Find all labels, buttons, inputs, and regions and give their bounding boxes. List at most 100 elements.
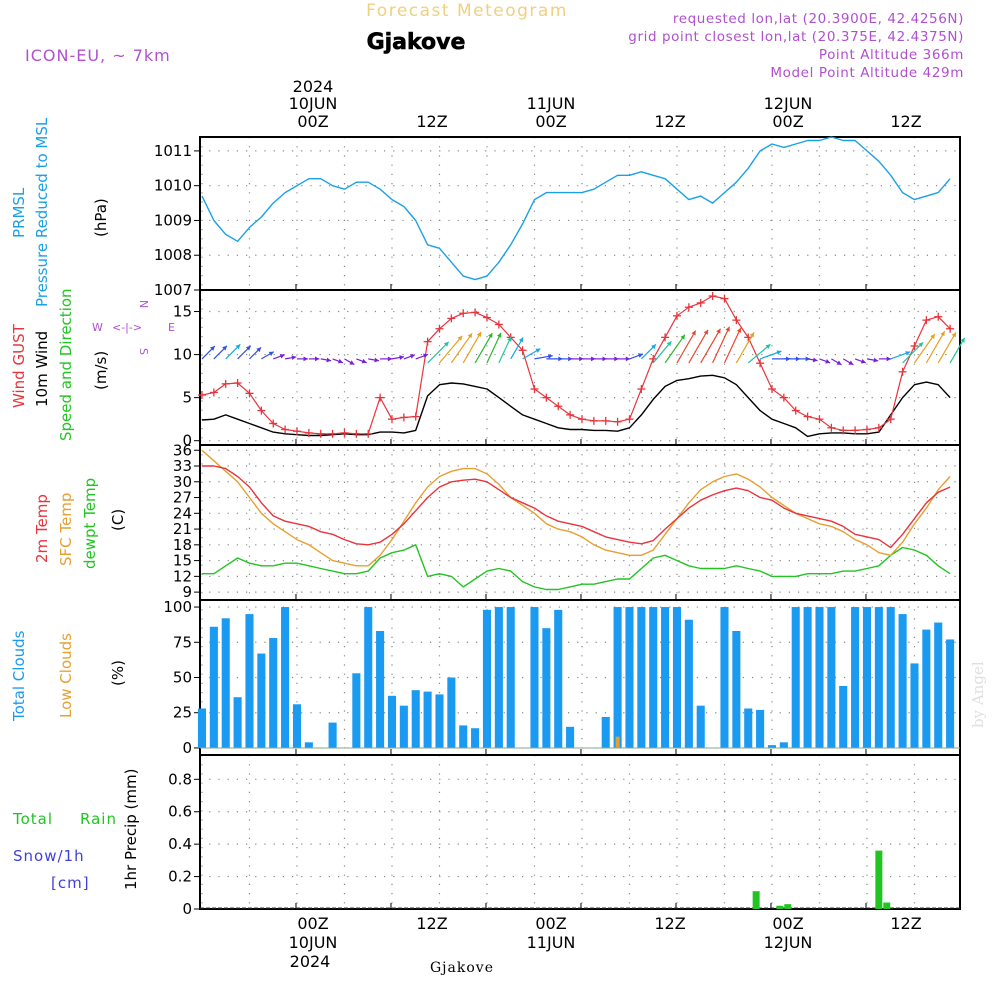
total-cloud-bar (613, 607, 622, 748)
y-tick-label: 33 (173, 457, 192, 475)
wind-arrow (356, 358, 367, 364)
wind-arrow (415, 353, 429, 360)
gust-marker (625, 415, 634, 424)
y-tick-label: 21 (173, 520, 192, 538)
wind-arrow-head (579, 356, 584, 362)
gust-marker (922, 316, 931, 325)
gust-marker (542, 393, 551, 402)
gust-marker (566, 410, 575, 419)
total-clouds-label: Total Clouds (10, 630, 28, 722)
requested-coords: requested lon,lat (20.3900E, 42.4256N) (673, 11, 964, 27)
compass-rose: W E <-|-> N S (92, 300, 175, 355)
precip-total-label: Total (12, 810, 53, 828)
gust-marker (221, 379, 230, 388)
wind-speed-line (201, 374, 951, 438)
wind-arrow (747, 343, 771, 364)
total-cloud-bar (803, 607, 812, 748)
wind-arrow-shaft (462, 331, 482, 364)
gust-marker (518, 346, 527, 355)
wind-arrow-shaft (937, 332, 957, 364)
gust-marker (684, 303, 693, 312)
y-tick-label: 1007 (154, 281, 192, 299)
gust-marker (862, 425, 871, 434)
precip-snow-unit: [cm] (51, 874, 90, 892)
wind-arrow-head (279, 353, 285, 359)
top-year-label: 2024 (293, 77, 334, 96)
wind-arrow-head (476, 331, 482, 337)
total-cloud-bar (744, 708, 753, 748)
wind-arrow-head (848, 360, 854, 365)
total-cloud-bar (566, 726, 575, 748)
wind-arrow (605, 356, 619, 362)
precip-bar (752, 891, 760, 909)
sfc-temp-line (201, 449, 951, 567)
gust-marker (435, 324, 444, 333)
wind-arrow-head (960, 337, 965, 343)
gust-marker (352, 429, 361, 438)
wind-arrow-head (836, 360, 842, 365)
total-cloud-bar (506, 607, 515, 748)
t2m-line (202, 465, 951, 549)
top-time-axis: 2024 10JUN 11JUN 12JUN 00Z 12Z 00Z 12Z 0… (289, 77, 922, 131)
precip-snow-label: Snow/1h (13, 847, 85, 865)
wind-arrow (296, 356, 308, 362)
bottom-tick-label: 00Z (297, 914, 328, 933)
gust-marker (696, 298, 705, 307)
total-cloud-bar (946, 639, 955, 748)
wind-arrow (570, 356, 584, 362)
gust-marker (791, 406, 800, 415)
total-cloud-bar (352, 673, 361, 748)
temp-unit: (C) (109, 509, 127, 531)
dewpt-label: dewpt Temp (81, 478, 99, 569)
total-cloud-bar (554, 609, 563, 748)
total-cloud-bar (292, 704, 302, 748)
top-tick-label: 12Z (654, 112, 685, 131)
bottom-tick-label: 00Z (535, 914, 566, 933)
panel-frame (199, 136, 961, 291)
bottom-time-axis: 00Z 12Z 00Z 12Z 00Z 12Z 10JUN 11JUN 12JU… (289, 914, 922, 971)
wind-arrow (902, 341, 924, 364)
wind-arrow (249, 346, 262, 360)
wind-arrow (759, 350, 782, 360)
wind-arrow (831, 358, 842, 366)
total-cloud-bar (839, 685, 848, 748)
wind-arrow (640, 343, 657, 360)
wind-arrow (273, 353, 285, 360)
gust-marker (708, 292, 717, 301)
gust-marker (459, 309, 468, 318)
y-tick-label: 1010 (154, 177, 192, 195)
total-cloud-bar (601, 716, 610, 748)
wind-arrow-head (602, 356, 607, 362)
total-cloud-bar (684, 619, 693, 748)
panel-frame (199, 754, 961, 910)
y-tick-label: 12 (173, 567, 192, 585)
total-cloud-bar (209, 626, 218, 748)
total-cloud-bar (494, 607, 503, 748)
y-tick-label: 25 (173, 704, 192, 722)
gust-marker (732, 316, 741, 325)
wind-arrow (486, 332, 502, 364)
gust-marker (577, 415, 586, 424)
wind-arrow (854, 358, 866, 364)
panel-grid: 0 0.2 0.4 0.6 0.8 (168, 754, 961, 918)
top-tick-label: 00Z (772, 112, 803, 131)
wind-arrow (498, 336, 512, 364)
wind-arrow-head (291, 355, 297, 361)
precip-bar (875, 850, 883, 909)
y-tick-label: 1008 (154, 246, 192, 264)
total-cloud-bar (197, 708, 207, 748)
gust-marker (898, 367, 907, 376)
wind-arrow-shaft (925, 330, 946, 364)
prmsl-label-full: Pressure Reduced to MSL (33, 117, 51, 307)
gust-line (201, 295, 951, 435)
wind-arrow-head (736, 327, 742, 333)
point-altitude: Point Altitude 366m (819, 47, 964, 63)
compass-n: N (137, 300, 150, 308)
total-cloud-bar (649, 607, 658, 748)
total-cloud-bar (815, 607, 824, 748)
wind-arrow (308, 356, 320, 362)
y-tick-label: 0.6 (168, 803, 192, 821)
wind-arrow-head (547, 354, 553, 359)
y-tick-label: 36 (173, 441, 192, 459)
gust-marker (530, 385, 539, 394)
